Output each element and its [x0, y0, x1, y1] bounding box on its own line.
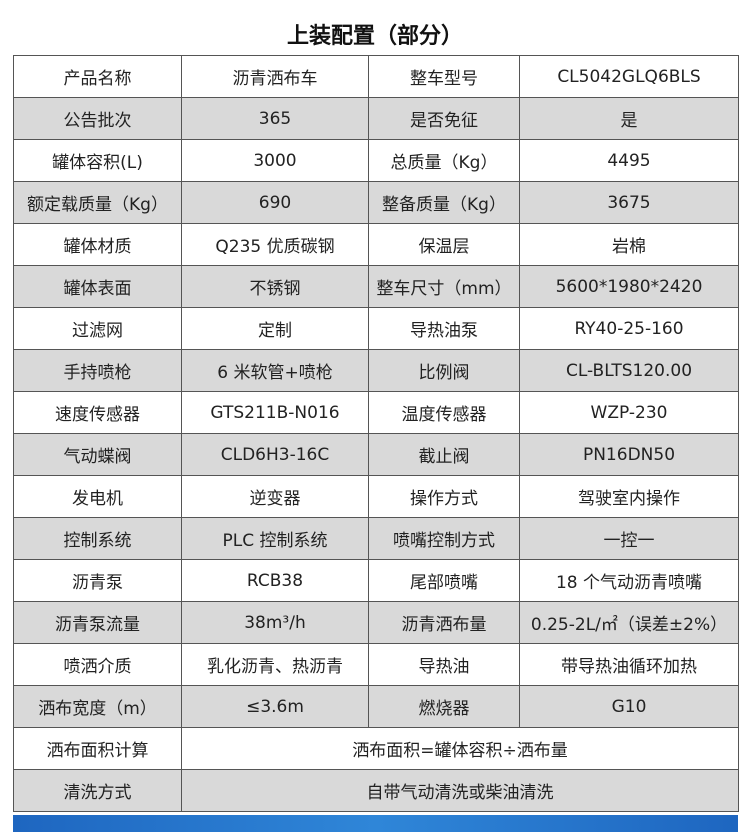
spec-value: 690 — [181, 181, 369, 224]
table-row: 罐体表面 不锈钢 整车尺寸（mm） 5600*1980*2420 — [13, 265, 739, 308]
spec-label: 喷洒介质 — [13, 643, 182, 686]
spec-label: 喷嘴控制方式 — [368, 517, 520, 560]
spec-label: 整车型号 — [368, 55, 520, 98]
spec-value: 驾驶室内操作 — [519, 475, 739, 518]
table-row: 洒布宽度（m） ≤3.6m 燃烧器 G10 — [13, 685, 739, 728]
spec-value: GTS211B-N016 — [181, 391, 369, 434]
spec-label: 整车尺寸（mm） — [368, 265, 520, 308]
page-title: 上装配置（部分） — [286, 24, 463, 49]
spec-value: 4495 — [519, 139, 739, 182]
spec-label: 速度传感器 — [13, 391, 182, 434]
config-table: 产品名称 沥青洒布车 整车型号 CL5042GLQ6BLS 公告批次 365 是否免征是罐体… — [13, 55, 739, 812]
spec-value: 自带气动清洗或柴油清洗 — [181, 769, 739, 812]
spec-value: 0.25-2L/㎡（误差±2%） — [519, 601, 739, 644]
spec-value: G10 — [519, 685, 739, 728]
table-row: 发电机 逆变器 操作方式 驾驶室内操作 — [13, 475, 739, 518]
spec-value: ≤3.6m — [181, 685, 369, 728]
spec-label: 导热油泵 — [368, 307, 520, 350]
spec-value: 365 — [181, 97, 369, 140]
spec-label: 燃烧器 — [368, 685, 520, 728]
table-row: 过滤网 定制 导热油泵 RY40-25-160 — [13, 307, 739, 350]
spec-value: 逆变器 — [181, 475, 369, 518]
spec-value: 3000 — [181, 139, 369, 182]
spec-label: 是否免征 — [368, 97, 520, 140]
table-row: 产品名称 沥青洒布车 整车型号 CL5042GLQ6BLS — [13, 55, 739, 98]
spec-value: RY40-25-160 — [519, 307, 739, 350]
spec-label: 沥青泵 — [13, 559, 182, 602]
spec-value: 乳化沥青、热沥青 — [181, 643, 369, 686]
spec-value: 3675 — [519, 181, 739, 224]
table-row: 速度传感器 GTS211B-N016 温度传感器 WZP-230 — [13, 391, 739, 434]
spec-label: 尾部喷嘴 — [368, 559, 520, 602]
table-row: 控制系统 PLC 控制系统 喷嘴控制方式 一控一 — [13, 517, 739, 560]
spec-label: 产品名称 — [13, 55, 182, 98]
spec-value: PN16DN50 — [519, 433, 739, 476]
spec-label: 发电机 — [13, 475, 182, 518]
spec-value: CL5042GLQ6BLS — [519, 55, 739, 98]
spec-label: 手持喷枪 — [13, 349, 182, 392]
spec-label: 控制系统 — [13, 517, 182, 560]
spec-label: 总质量（Kg） — [368, 139, 520, 182]
spec-label: 比例阀 — [368, 349, 520, 392]
table-row: 公告批次 365 是否免征是 — [13, 97, 739, 140]
spec-label: 过滤网 — [13, 307, 182, 350]
spec-value: 岩棉 — [519, 223, 739, 266]
spec-value: 6 米软管+喷枪 — [181, 349, 369, 392]
spec-label: 温度传感器 — [368, 391, 520, 434]
spec-label: 公告批次 — [13, 97, 182, 140]
spec-label: 沥青洒布量 — [368, 601, 520, 644]
table-row: 罐体容积(L) 3000 总质量（Kg） 4495 — [13, 139, 739, 182]
spec-label: 沥青泵流量 — [13, 601, 182, 644]
spec-label: 洒布面积计算 — [13, 727, 182, 770]
spec-value: 定制 — [181, 307, 369, 350]
spec-value: 5600*1980*2420 — [519, 265, 739, 308]
spec-label: 导热油 — [368, 643, 520, 686]
table-row: 沥青泵流量 38m³/h 沥青洒布量 0.25-2L/㎡（误差±2%） — [13, 601, 739, 644]
spec-value: CL-BLTS120.00 — [519, 349, 739, 392]
table-row: 喷洒介质 乳化沥青、热沥青 导热油 带导热油循环加热 — [13, 643, 739, 686]
table-row: 罐体材质 Q235 优质碳钢 保温层 岩棉 — [13, 223, 739, 266]
spec-label: 清洗方式 — [13, 769, 182, 812]
footer-band — [13, 815, 738, 832]
spec-label: 操作方式 — [368, 475, 520, 518]
spec-value: 38m³/h — [181, 601, 369, 644]
spec-value: CLD6H3-16C — [181, 433, 369, 476]
spec-value: 是 — [519, 97, 739, 140]
spec-value: 洒布面积=罐体容积÷洒布量 — [181, 727, 739, 770]
spec-value: 一控一 — [519, 517, 739, 560]
spec-value: RCB38 — [181, 559, 369, 602]
spec-value: PLC 控制系统 — [181, 517, 369, 560]
table-row: 手持喷枪 6 米软管+喷枪 比例阀 CL-BLTS120.00 — [13, 349, 739, 392]
table-row: 额定载质量（Kg） 690 整备质量（Kg） 3675 — [13, 181, 739, 224]
table-row: 沥青泵 RCB38 尾部喷嘴 18 个气动沥青喷嘴 — [13, 559, 739, 602]
spec-label: 罐体材质 — [13, 223, 182, 266]
spec-value: 沥青洒布车 — [181, 55, 369, 98]
spec-value: WZP-230 — [519, 391, 739, 434]
spec-label: 气动蝶阀 — [13, 433, 182, 476]
table-row: 气动蝶阀 CLD6H3-16C 截止阀 PN16DN50 — [13, 433, 739, 476]
spec-label: 罐体容积(L) — [13, 139, 182, 182]
spec-label: 截止阀 — [368, 433, 520, 476]
spec-label: 保温层 — [368, 223, 520, 266]
spec-label: 额定载质量（Kg） — [13, 181, 182, 224]
table-row: 洒布面积计算 洒布面积=罐体容积÷洒布量 — [13, 727, 739, 770]
spec-label: 罐体表面 — [13, 265, 182, 308]
spec-label: 整备质量（Kg） — [368, 181, 520, 224]
spec-value: Q235 优质碳钢 — [181, 223, 369, 266]
spec-value: 18 个气动沥青喷嘴 — [519, 559, 739, 602]
spec-value: 不锈钢 — [181, 265, 369, 308]
spec-value: 带导热油循环加热 — [519, 643, 739, 686]
table-row: 清洗方式 自带气动清洗或柴油清洗 — [13, 769, 739, 812]
spec-label: 洒布宽度（m） — [13, 685, 182, 728]
